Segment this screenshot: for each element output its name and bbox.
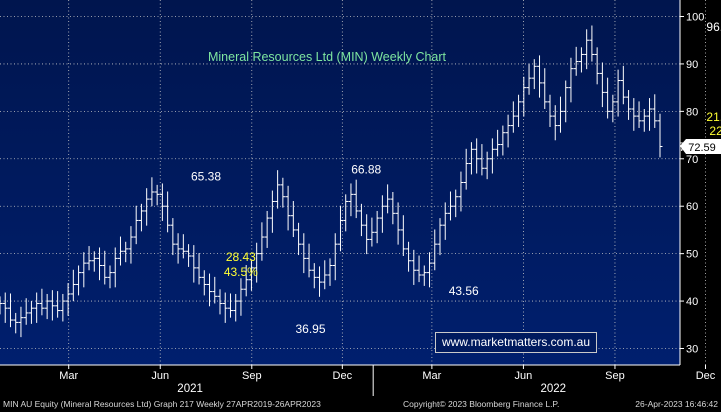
- y-tick-label: 30: [686, 344, 698, 356]
- y-tick-label: 80: [686, 106, 698, 118]
- plot-background: [0, 0, 680, 365]
- last-price-label: 72.59: [688, 142, 716, 154]
- footer-copyright: Copyright© 2023 Bloomberg Finance L.P.: [403, 399, 560, 409]
- footer-timestamp: 26-Apr-2023 16:46:42: [635, 399, 718, 409]
- x-tick-label: Sep: [242, 370, 262, 382]
- annotation-label: 65.38: [191, 170, 221, 184]
- x-tick-label: Sep: [605, 370, 625, 382]
- y-tick-label: 100: [686, 12, 704, 24]
- x-tick-label: Dec: [333, 370, 353, 382]
- website-watermark: www.marketmatters.com.au: [435, 332, 597, 353]
- chart-title: Mineral Resources Ltd (MIN) Weekly Chart: [208, 50, 447, 64]
- x-tick-label: Dec: [696, 370, 716, 382]
- y-tick-label: 50: [686, 249, 698, 261]
- annotation-label: 96.97: [706, 20, 721, 34]
- last-price-box: [680, 139, 721, 154]
- x-tick-label: Jun: [151, 370, 169, 382]
- annotation-label: 36.95: [295, 322, 325, 336]
- price-bars: [0, 25, 663, 338]
- y-tick-label: 90: [686, 59, 698, 71]
- annotation-label: 21.16: [706, 110, 721, 124]
- annotation-label: 28.43: [226, 250, 256, 264]
- footer-security-info: MIN AU Equity (Mineral Resources Ltd) Gr…: [3, 399, 321, 409]
- last-price-marker: 72.59: [680, 139, 721, 154]
- x-tick-label: Jun: [515, 370, 533, 382]
- annotation-label: 66.88: [351, 163, 381, 177]
- annotation-label: 22%: [709, 124, 721, 138]
- year-label: 2022: [540, 383, 566, 395]
- year-label: 2021: [177, 383, 203, 395]
- x-axis: MarJunSepDecMarJunSepDecMar202120222023: [0, 364, 716, 396]
- y-tick-label: 40: [686, 296, 698, 308]
- y-axis: 30 40 50 60 70 80 90 100: [679, 0, 704, 365]
- annotation-label: 43.56: [449, 284, 479, 298]
- x-tick-label: Mar: [422, 370, 441, 382]
- y-tick-label: 70: [686, 154, 698, 166]
- x-tick-label: Mar: [59, 370, 78, 382]
- footer-bar: MIN AU Equity (Mineral Resources Ltd) Gr…: [0, 397, 721, 412]
- annotation-label: 43.5%: [224, 265, 258, 279]
- y-tick-label: 60: [686, 201, 698, 213]
